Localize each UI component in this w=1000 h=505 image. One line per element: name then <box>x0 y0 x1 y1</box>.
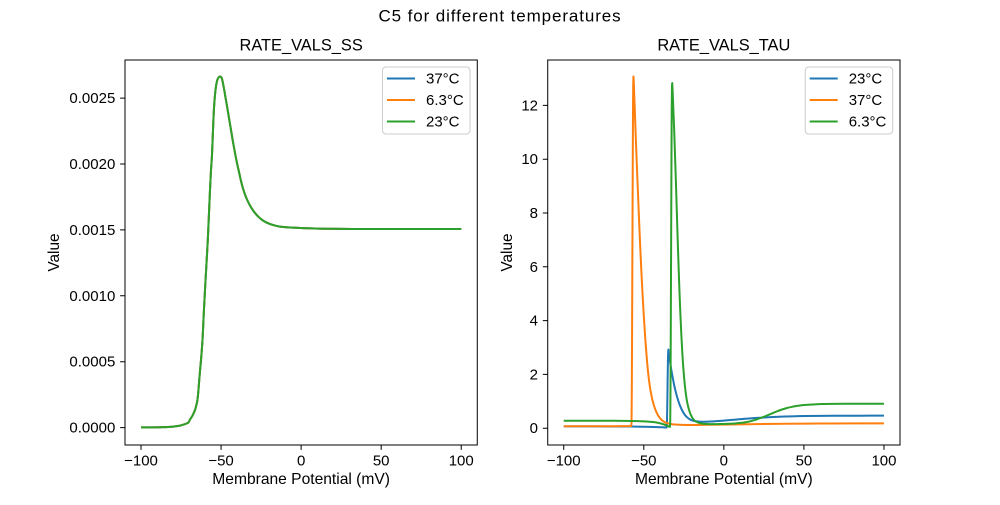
svg-text:0.0025: 0.0025 <box>69 90 115 107</box>
svg-text:4: 4 <box>530 313 538 330</box>
svg-text:C5 for different temperatures: C5 for different temperatures <box>378 7 621 26</box>
svg-text:0.0005: 0.0005 <box>69 354 115 371</box>
svg-text:100: 100 <box>449 453 474 470</box>
svg-text:0: 0 <box>720 453 728 470</box>
svg-text:RATE_VALS_SS: RATE_VALS_SS <box>239 36 362 54</box>
svg-text:37°C: 37°C <box>849 92 883 109</box>
svg-text:−50: −50 <box>631 453 656 470</box>
svg-text:37°C: 37°C <box>426 70 460 87</box>
svg-text:6: 6 <box>530 259 538 276</box>
svg-text:Value: Value <box>499 233 516 271</box>
svg-text:2: 2 <box>530 366 538 383</box>
svg-text:Value: Value <box>46 233 63 271</box>
svg-text:0: 0 <box>297 453 305 470</box>
svg-text:RATE_VALS_TAU: RATE_VALS_TAU <box>657 36 790 54</box>
svg-text:0.0020: 0.0020 <box>69 156 115 173</box>
svg-text:10: 10 <box>521 151 538 168</box>
svg-text:23°C: 23°C <box>426 113 460 130</box>
svg-text:100: 100 <box>871 453 896 470</box>
svg-text:6.3°C: 6.3°C <box>849 113 887 130</box>
svg-text:23°C: 23°C <box>849 70 883 87</box>
svg-text:−50: −50 <box>208 453 233 470</box>
svg-text:6.3°C: 6.3°C <box>426 92 464 109</box>
svg-text:8: 8 <box>530 205 538 222</box>
svg-text:0.0000: 0.0000 <box>69 420 115 437</box>
svg-text:−100: −100 <box>124 453 158 470</box>
svg-text:12: 12 <box>521 97 538 114</box>
svg-text:Membrane Potential (mV): Membrane Potential (mV) <box>635 471 813 488</box>
svg-text:−100: −100 <box>547 453 581 470</box>
svg-text:Membrane Potential (mV): Membrane Potential (mV) <box>212 471 390 488</box>
svg-text:0: 0 <box>530 420 538 437</box>
svg-text:0.0010: 0.0010 <box>69 288 115 305</box>
svg-text:50: 50 <box>373 453 390 470</box>
svg-text:0.0015: 0.0015 <box>69 222 115 239</box>
svg-text:50: 50 <box>796 453 813 470</box>
